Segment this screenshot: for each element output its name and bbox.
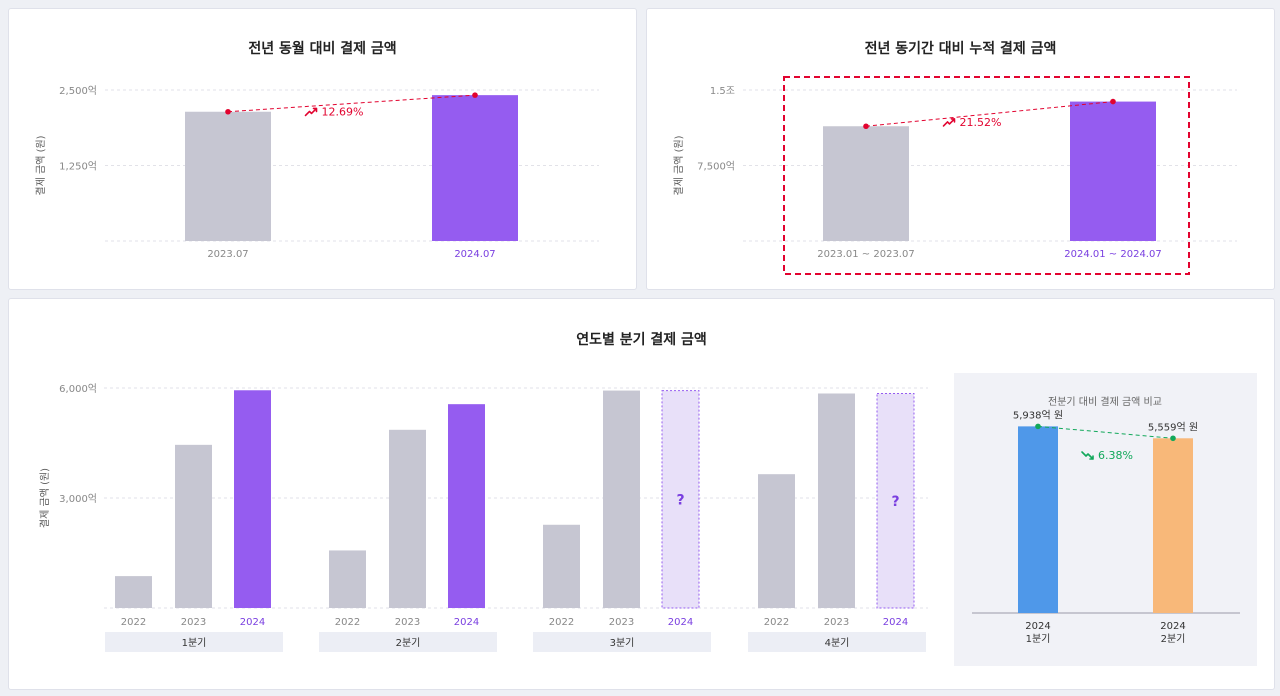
placeholder-bar	[661, 390, 700, 609]
group-label: 4분기	[825, 637, 850, 649]
group-label-box	[319, 632, 497, 652]
trend-point	[1035, 423, 1041, 430]
y-tick-label: 6,000억	[59, 383, 97, 395]
x-tick-label: 2023	[395, 617, 420, 628]
y-tick-label: 1.5조	[710, 86, 735, 97]
bar-1분기-2024	[234, 390, 271, 608]
monthly-compare-card: 전년 동월 대비 결제 금액 결제 금액 (원) 1,250억 2,500억 2023…	[8, 8, 637, 290]
qoq-panel: 전분기 대비 결제 금액 비교 5,938억 원 2024 1분기 5,559억 원 20…	[954, 373, 1257, 666]
bar-2024.01 ~ 2024.07	[1070, 101, 1156, 242]
quarterly-chart: 결제 금액 (원) 3,000억 6,000억 2022 2023 2024 1분기 2022…	[39, 383, 928, 652]
bar-1분기-2022	[115, 576, 152, 608]
monthly-chart: 결제 금액 (원) 1,250억 2,500억 2023.07 2024.07 12.69…	[35, 85, 599, 260]
trend-point	[225, 108, 231, 115]
x-tick-label: 2024.07	[454, 249, 495, 260]
change-label: 6.38%	[1098, 449, 1133, 462]
trend-up-icon	[304, 107, 318, 117]
group-label-box	[105, 632, 283, 652]
x-tick-label: 1분기	[1026, 633, 1051, 645]
monthly-chart-title: 전년 동월 대비 결제 금액	[248, 41, 397, 57]
value-label: 5,938억 원	[1013, 409, 1063, 421]
x-tick-label: 2022	[121, 617, 146, 628]
group-label: 1분기	[182, 637, 207, 649]
bar-3분기-2023	[603, 390, 640, 608]
x-tick-label: 2024	[454, 617, 479, 628]
cumulative-chart: 결제 금액 (원) 7,500억 1.5조 2023.01 ~ 2023.07 2024…	[673, 76, 1237, 275]
group-label: 2분기	[396, 637, 421, 649]
bar-4분기-2023	[818, 393, 855, 608]
quarterly-chart-title: 연도별 분기 결제 금액	[576, 332, 707, 348]
y-axis-label: 결제 금액 (원)	[39, 468, 51, 528]
group-label-box	[748, 632, 926, 652]
x-tick-label: 2024	[668, 617, 693, 628]
x-tick-label: 2023	[824, 617, 849, 628]
change-label: 21.52%	[960, 116, 1002, 129]
trend-line	[865, 101, 1114, 127]
highlight-box	[783, 76, 1190, 275]
bar-1분기-2023	[175, 444, 212, 608]
x-tick-label: 2024.01 ~ 2024.07	[1064, 249, 1161, 260]
trend-point	[1170, 435, 1176, 442]
bar-4분기-2022	[758, 474, 795, 608]
x-tick-label: 2024	[883, 617, 908, 628]
x-tick-label: 2023.07	[207, 249, 248, 260]
x-tick-label: 2024	[240, 617, 265, 628]
y-tick-label: 1,250억	[59, 161, 97, 173]
x-tick-label: 2023.01 ~ 2023.07	[817, 249, 914, 260]
x-tick-label: 2024	[1160, 621, 1185, 632]
bar-2분기-2024	[448, 404, 485, 608]
y-axis-label: 결제 금액 (원)	[673, 135, 685, 195]
trend-point	[1110, 98, 1116, 105]
y-tick-label: 7,500억	[697, 161, 735, 173]
x-tick-label: 2022	[335, 617, 360, 628]
y-tick-label: 3,000억	[59, 493, 97, 505]
qoq-title: 전분기 대비 결제 금액 비교	[1048, 396, 1162, 408]
bar-2024.07	[432, 95, 518, 241]
x-tick-label: 2022	[764, 617, 789, 628]
trend-up-icon	[942, 118, 956, 127]
x-tick-label: 2분기	[1161, 633, 1186, 645]
placeholder-mark: ?	[676, 492, 684, 508]
change-label: 12.69%	[322, 105, 364, 118]
trend-point	[472, 92, 478, 98]
trend-line	[227, 94, 476, 113]
bar-2024-q2	[1153, 438, 1193, 613]
bar-2023.07	[185, 111, 271, 241]
trend-point	[863, 123, 869, 130]
cumulative-chart-title: 전년 동기간 대비 누적 결제 금액	[864, 41, 1057, 57]
bar-2분기-2022	[329, 550, 366, 608]
x-tick-label: 2023	[609, 617, 634, 628]
placeholder-bar	[876, 393, 915, 609]
cumulative-compare-card: 전년 동기간 대비 누적 결제 금액 결제 금액 (원) 7,500억 1.5조 20…	[646, 8, 1275, 290]
trend-line	[1037, 425, 1174, 439]
bar-2분기-2023	[389, 429, 426, 608]
group-label: 3분기	[610, 637, 635, 649]
group-label-box	[533, 632, 711, 652]
x-tick-label: 2024	[1025, 621, 1050, 632]
value-label: 5,559억 원	[1148, 421, 1198, 433]
bar-3분기-2022	[543, 524, 580, 608]
bar-2024-q1	[1018, 426, 1058, 613]
placeholder-mark: ?	[891, 494, 899, 510]
trend-down-icon	[1081, 451, 1094, 460]
bar-2023.01 ~ 2023.07	[823, 126, 909, 241]
x-tick-label: 2023	[181, 617, 206, 628]
x-tick-label: 2022	[549, 617, 574, 628]
y-tick-label: 2,500억	[59, 85, 97, 97]
y-axis-label: 결제 금액 (원)	[35, 135, 47, 195]
